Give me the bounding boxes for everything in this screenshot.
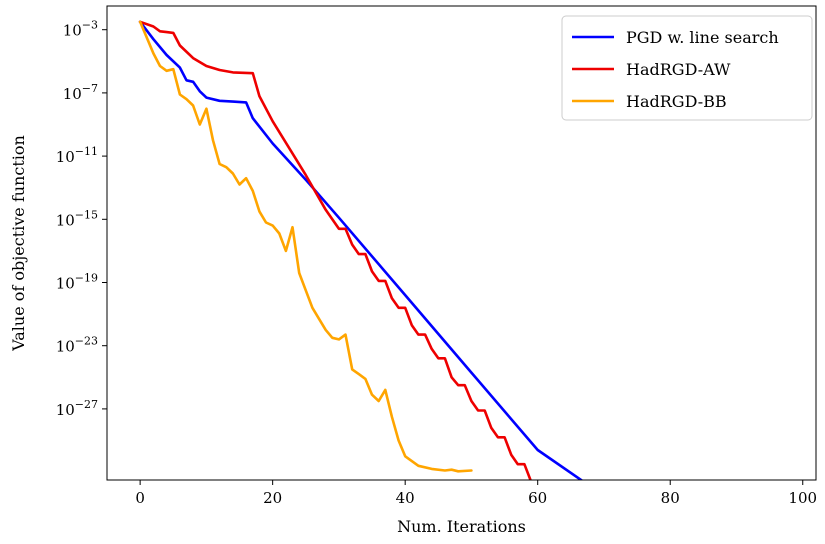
plot-frame (106, 5, 817, 481)
x-tick-label: 20 (263, 489, 282, 507)
legend-label: HadRGD-AW (626, 60, 731, 79)
y-axis-label: Value of objective function (9, 135, 28, 352)
legend: PGD w. line search HadRGD-AW HadRGD-BB (561, 15, 813, 121)
x-tick-label: 100 (788, 489, 817, 507)
x-tick-label: 80 (661, 489, 680, 507)
legend-label: PGD w. line search (626, 28, 779, 47)
y-tick-label: 10−3 (63, 19, 98, 40)
series-line-2 (138, 20, 532, 480)
y-tick-label: 10−19 (56, 272, 98, 293)
x-tick-label: 60 (528, 489, 547, 507)
series-line-1 (138, 20, 584, 480)
y-tick-label: 10−27 (56, 398, 98, 419)
y-tick-label: 10−23 (56, 335, 98, 356)
x-tick-label: 0 (135, 489, 145, 507)
legend-label: HadRGD-BB (626, 92, 727, 111)
legend-box (561, 15, 813, 121)
series-layer (138, 20, 584, 480)
y-tick-label: 10−15 (56, 208, 98, 229)
y-tick-label: 10−7 (63, 82, 98, 103)
x-tick-label: 40 (396, 489, 415, 507)
y-tick-label: 10−11 (56, 145, 98, 166)
series-line-3 (138, 20, 473, 473)
tick-layer: 0 20 40 60 80 100 10−3 10−7 10−11 10−15 10−19 10−23… (56, 19, 817, 507)
x-axis-label: Num. Iterations (397, 517, 526, 536)
